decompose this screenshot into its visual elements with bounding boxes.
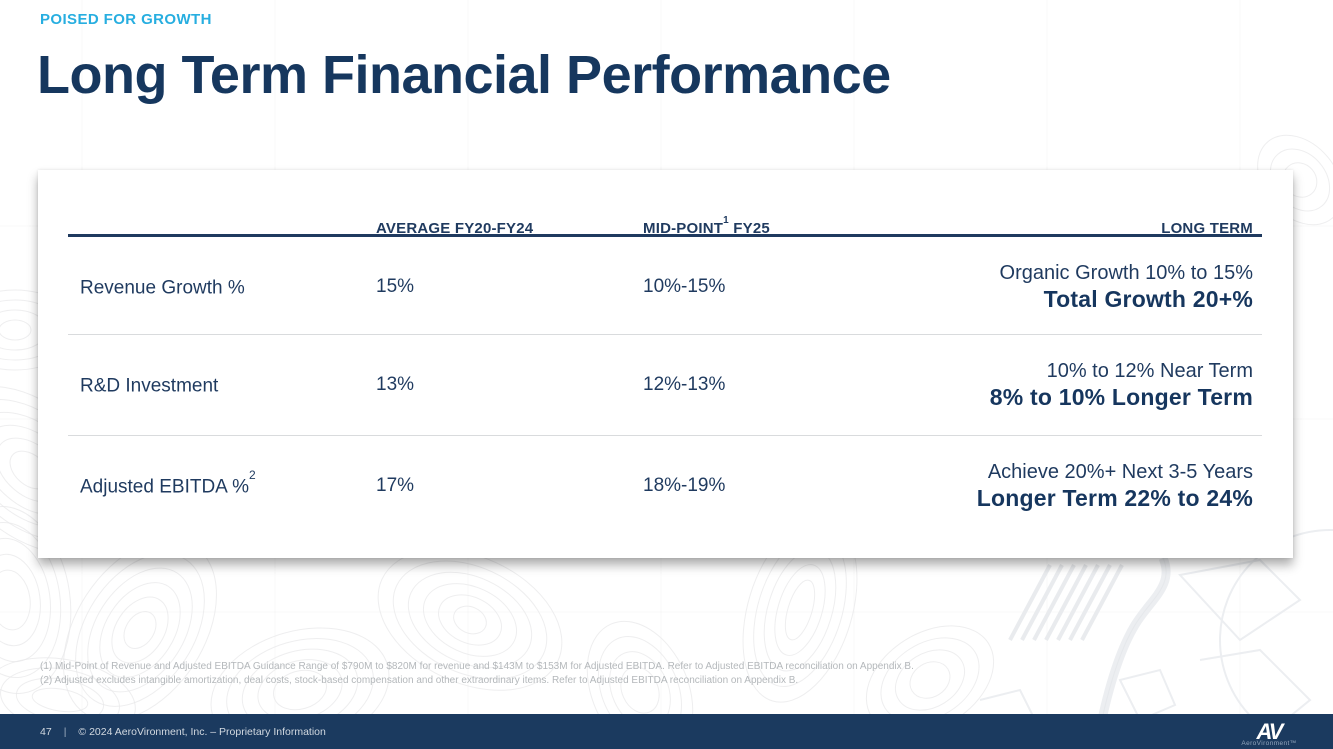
page-title: Long Term Financial Performance <box>37 45 891 105</box>
header-rule <box>68 234 1262 237</box>
footnote-2: (2) Adjusted excludes intangible amortiz… <box>40 674 799 686</box>
table-header-row: AVERAGE FY20-FY24 MID-POINT1 FY25 LONG T… <box>80 203 1253 237</box>
column-header-long-term: LONG TERM <box>1161 220 1253 237</box>
long-term-line2: Longer Term 22% to 24% <box>976 485 1253 511</box>
midpoint-value: 18%-19% <box>643 475 726 496</box>
footer-separator: | <box>63 725 67 738</box>
footnotes: (1) Mid-Point of Revenue and Adjusted EB… <box>40 660 914 687</box>
table-row-adjusted-ebitda: Adjusted EBITDA %2 17% 18%-19% Achieve 2… <box>80 436 1253 536</box>
row-label: R&D Investment <box>80 375 219 397</box>
column-header-midpoint: MID-POINT1 FY25 <box>643 215 770 237</box>
long-term-line2: 8% to 10% Longer Term <box>989 384 1253 410</box>
aerovironment-logo: AV AeroVironment™ <box>1233 722 1305 747</box>
long-term-line1: Achieve 20%+ Next 3-5 Years <box>987 461 1253 483</box>
long-term-value: Organic Growth 10% to 15% Total Growth 2… <box>949 261 1253 313</box>
footer-copyright: © 2024 AeroVironment, Inc. – Proprietary… <box>78 725 326 738</box>
table-row-revenue-growth: Revenue Growth % 15% 10%-15% Organic Gro… <box>80 240 1253 334</box>
footnote-1: (1) Mid-Point of Revenue and Adjusted EB… <box>40 661 914 672</box>
long-term-line1: Organic Growth 10% to 15% <box>999 262 1253 284</box>
slide-eyebrow: POISED FOR GROWTH <box>40 11 212 28</box>
average-value: 15% <box>376 276 415 297</box>
row-divider <box>68 334 1262 335</box>
financial-table-card: AVERAGE FY20-FY24 MID-POINT1 FY25 LONG T… <box>38 170 1293 558</box>
long-term-line1: 10% to 12% Near Term <box>1046 360 1253 382</box>
ebitda-footnote-marker: 2 <box>248 467 256 482</box>
footer-bar: 47 | © 2024 AeroVironment, Inc. – Propri… <box>0 714 1333 749</box>
row-label: Revenue Growth % <box>80 277 245 299</box>
long-term-line2: Total Growth 20+% <box>1043 286 1253 312</box>
row-divider <box>68 435 1262 436</box>
midpoint-footnote-marker: 1 <box>723 215 729 226</box>
table-row-rd-investment: R&D Investment 13% 12%-13% 10% to 12% Ne… <box>80 335 1253 435</box>
row-label: Adjusted EBITDA %2 <box>80 467 256 498</box>
column-header-average: AVERAGE FY20-FY24 <box>376 220 534 237</box>
average-value: 17% <box>376 475 415 496</box>
midpoint-value: 12%-13% <box>643 374 726 395</box>
long-term-value: 10% to 12% Near Term 8% to 10% Longer Te… <box>949 359 1253 411</box>
av-logo-icon: AV <box>1256 722 1288 742</box>
long-term-value: Achieve 20%+ Next 3-5 Years Longer Term … <box>949 460 1253 512</box>
svg-text:AV: AV <box>1256 722 1286 742</box>
average-value: 13% <box>376 374 415 395</box>
page-number: 47 <box>40 725 52 738</box>
midpoint-value: 10%-15% <box>643 276 726 297</box>
logo-subtext: AeroVironment™ <box>1241 740 1297 747</box>
